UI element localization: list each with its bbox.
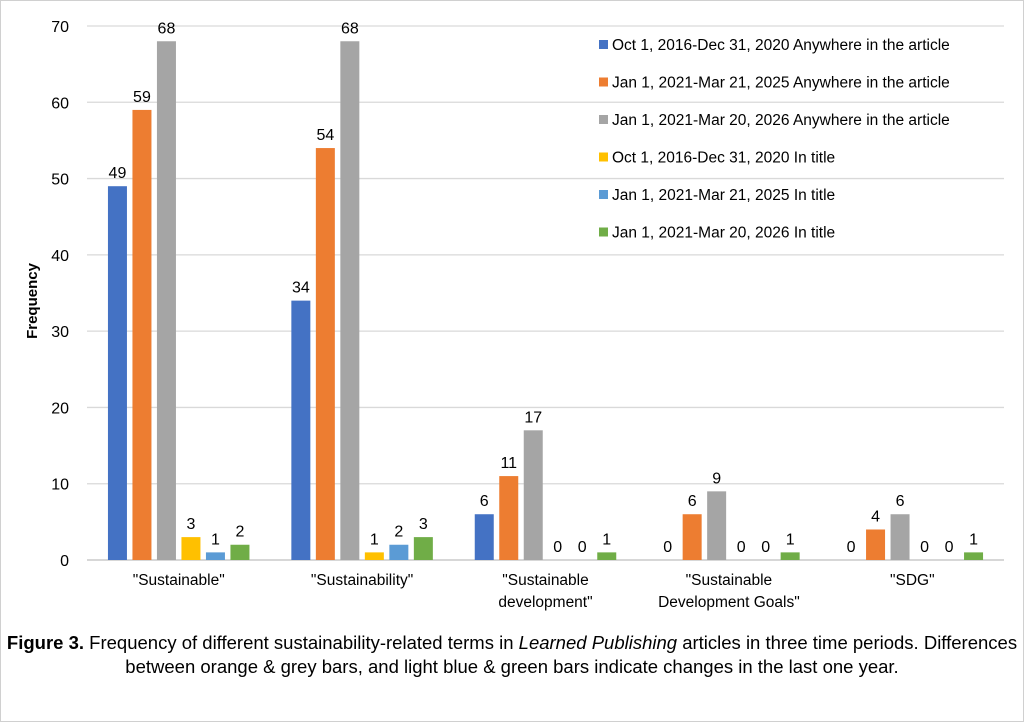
y-tick-label: 50 [51, 172, 69, 189]
data-label: 0 [761, 539, 770, 556]
data-label: 54 [316, 127, 334, 144]
bar [523, 430, 543, 560]
data-label: 4 [871, 508, 880, 525]
legend-label: Jan 1, 2021-Mar 20, 2026 Anywhere in the… [612, 112, 950, 129]
data-label: 1 [602, 531, 611, 548]
data-label: 2 [235, 524, 244, 541]
bar [866, 529, 886, 560]
bar [597, 552, 617, 560]
x-tick-label: "SDG" [890, 572, 935, 589]
legend-label: Oct 1, 2016-Dec 31, 2020 In title [612, 150, 835, 167]
y-tick-label: 20 [51, 400, 69, 417]
bar [340, 41, 360, 560]
y-tick-label: 10 [51, 477, 69, 494]
bar [156, 41, 176, 560]
data-label: 0 [578, 539, 587, 556]
bar [230, 544, 250, 560]
data-label: 68 [341, 20, 359, 37]
bar [107, 186, 127, 560]
data-label: 1 [370, 531, 379, 548]
x-tick-label: "Sustainable" [133, 572, 225, 589]
x-tick-label: Development Goals" [658, 594, 800, 611]
data-label: 1 [211, 531, 220, 548]
bar [205, 552, 225, 560]
legend-swatch [599, 190, 608, 199]
data-label: 34 [292, 280, 310, 297]
y-tick-label: 60 [51, 95, 69, 112]
legend-swatch [599, 115, 608, 124]
data-label: 0 [920, 539, 929, 556]
bar [364, 552, 384, 560]
data-label: 0 [663, 539, 672, 556]
x-tick-label: "Sustainable [686, 572, 773, 589]
y-tick-label: 30 [51, 324, 69, 341]
bar [315, 148, 335, 561]
bar [682, 514, 702, 560]
data-label: 1 [969, 531, 978, 548]
legend-swatch [599, 227, 608, 237]
data-label: 68 [158, 20, 176, 37]
legend-label: Jan 1, 2021-Mar 21, 2025 Anywhere in the… [612, 75, 950, 92]
x-tick-label: development" [498, 594, 592, 611]
bar [964, 552, 984, 560]
data-label: 2 [394, 524, 403, 541]
legend-label: Jan 1, 2021-Mar 20, 2026 In title [612, 225, 835, 242]
data-label: 9 [712, 470, 721, 487]
caption-label: Figure 3. [6, 632, 85, 653]
caption-text-1: Frequency of different sustainability-re… [84, 632, 519, 653]
x-tick-label: "Sustainability" [311, 572, 413, 589]
data-label: 6 [896, 493, 905, 510]
data-label: 0 [553, 539, 562, 556]
data-label: 59 [133, 89, 151, 106]
legend-swatch [599, 77, 608, 87]
bar [389, 544, 409, 560]
data-label: 0 [847, 539, 856, 556]
data-label: 3 [419, 516, 428, 533]
y-tick-label: 70 [51, 19, 69, 36]
bar [474, 514, 494, 560]
data-label: 11 [500, 455, 517, 472]
legend-swatch [599, 40, 608, 49]
bar [132, 109, 152, 561]
bar [181, 537, 201, 560]
bar [890, 514, 910, 560]
data-label: 0 [945, 539, 954, 556]
legend-label: Oct 1, 2016-Dec 31, 2020 Anywhere in the… [612, 37, 950, 54]
data-label: 17 [524, 409, 542, 426]
data-label: 3 [186, 516, 195, 533]
data-label: 6 [480, 493, 489, 510]
bar [499, 476, 519, 560]
data-label: 49 [109, 165, 127, 182]
caption-text-2: articles in three time periods. Differen… [125, 632, 1018, 677]
bar [291, 300, 311, 560]
figure-caption: Figure 3. Frequency of different sustain… [1, 631, 1023, 679]
data-label: 0 [737, 539, 746, 556]
y-axis-label: Frequency [24, 262, 41, 339]
data-label: 6 [688, 493, 697, 510]
y-tick-label: 40 [51, 248, 69, 265]
y-tick-label: 0 [60, 553, 69, 570]
data-label: 1 [786, 531, 795, 548]
legend-label: Jan 1, 2021-Mar 21, 2025 In title [612, 187, 835, 204]
bar [780, 552, 800, 560]
x-tick-label: "Sustainable [502, 572, 589, 589]
bar [707, 491, 727, 560]
caption-journal: Learned Publishing [518, 632, 678, 653]
legend-swatch [599, 152, 608, 162]
bar [413, 537, 433, 560]
